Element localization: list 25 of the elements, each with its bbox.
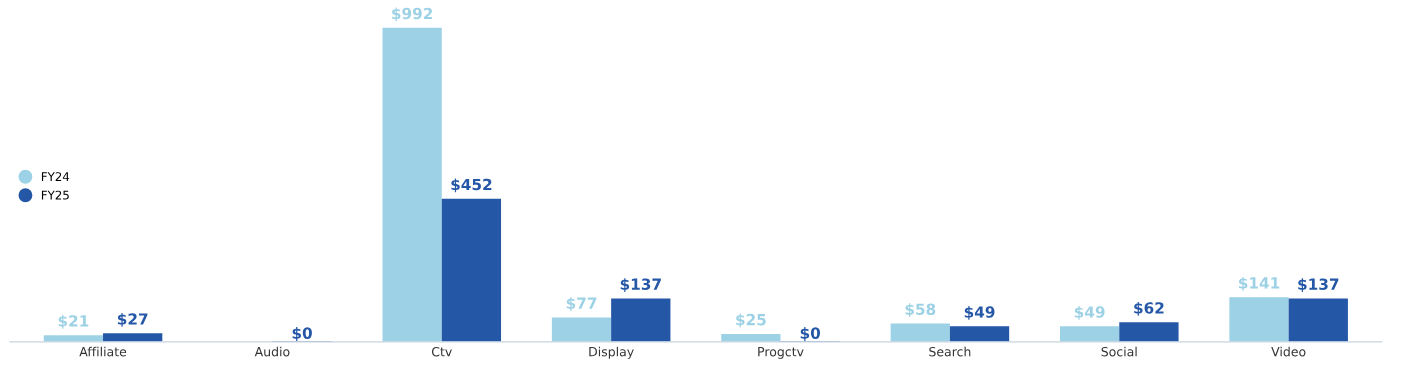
- data-label: $77: [566, 297, 597, 311]
- legend-label: FY25: [41, 190, 69, 200]
- x-tick-label: Video: [1271, 346, 1306, 357]
- legend-label: FY24: [41, 172, 70, 181]
- data-label: $141: [1238, 276, 1280, 291]
- data-label: $58: [905, 303, 936, 318]
- data-label: $452: [451, 178, 492, 193]
- x-tick-label: Search: [929, 346, 971, 357]
- data-label: $992: [392, 7, 433, 22]
- x-tick-label: Social: [1101, 346, 1137, 357]
- data-label: $0: [800, 327, 821, 341]
- data-label: $137: [1298, 278, 1339, 292]
- data-label: $137: [620, 278, 661, 292]
- data-label: $27: [117, 312, 148, 327]
- x-tick-label: Audio: [254, 346, 290, 357]
- data-label: $49: [1074, 306, 1105, 320]
- data-label: $0: [292, 327, 312, 341]
- x-tick-label: Progctv: [758, 347, 804, 359]
- data-label: $25: [736, 313, 766, 328]
- x-tick-label: Display: [589, 346, 634, 359]
- data-label: $49: [964, 306, 995, 320]
- x-tick-label: Ctv: [431, 346, 452, 357]
- x-tick-label: Affiliate: [79, 346, 127, 357]
- data-label: $62: [1134, 301, 1164, 316]
- data-label: $21: [58, 314, 89, 329]
